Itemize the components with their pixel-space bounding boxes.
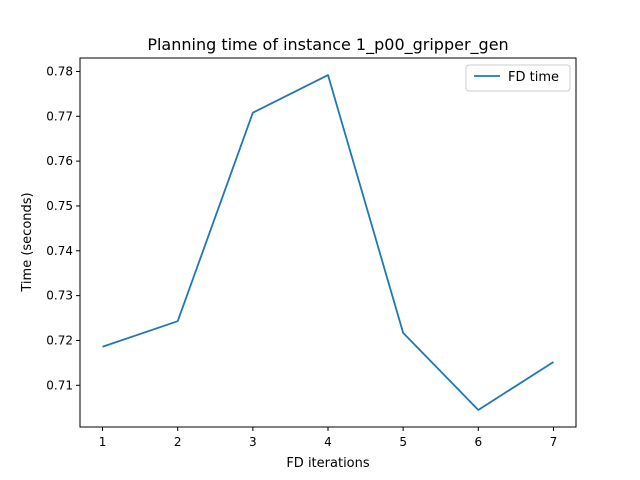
x-tick-label: 7: [550, 435, 558, 449]
legend-box: [465, 64, 571, 92]
series-line-fd-time: [102, 74, 554, 411]
axis-ticks: 1 2 3 4 5 6 7 0.71 0.72 0.73 0.74 0.75 0.76 0.77 0.78: [46, 64, 557, 449]
legend: FD time: [465, 64, 571, 92]
x-tick-label: 6: [474, 435, 482, 449]
y-tick-label: 0.76: [46, 154, 73, 168]
x-tick-label: 5: [399, 435, 407, 449]
y-tick-label: 0.73: [46, 289, 73, 303]
plot-frame: [79, 57, 577, 428]
y-tick-label: 0.78: [46, 64, 73, 78]
y-tick-label: 0.71: [46, 378, 73, 392]
x-tick-label: 4: [324, 435, 332, 449]
legend-label-fd-time: FD time: [508, 70, 559, 85]
x-tick-label: 2: [174, 435, 182, 449]
y-tick-label: 0.74: [46, 244, 73, 258]
y-tick-label: 0.75: [46, 199, 73, 213]
y-tick-label: 0.72: [46, 333, 73, 347]
x-axis-label: FD iterations: [286, 456, 370, 471]
y-axis-label: Time (seconds): [20, 192, 35, 292]
x-tick-label: 3: [249, 435, 257, 449]
series-group: [102, 74, 554, 411]
y-tick-label: 0.77: [46, 109, 73, 123]
chart-title: Planning time of instance 1_p00_gripper_…: [147, 35, 508, 55]
x-tick-label: 1: [99, 435, 107, 449]
